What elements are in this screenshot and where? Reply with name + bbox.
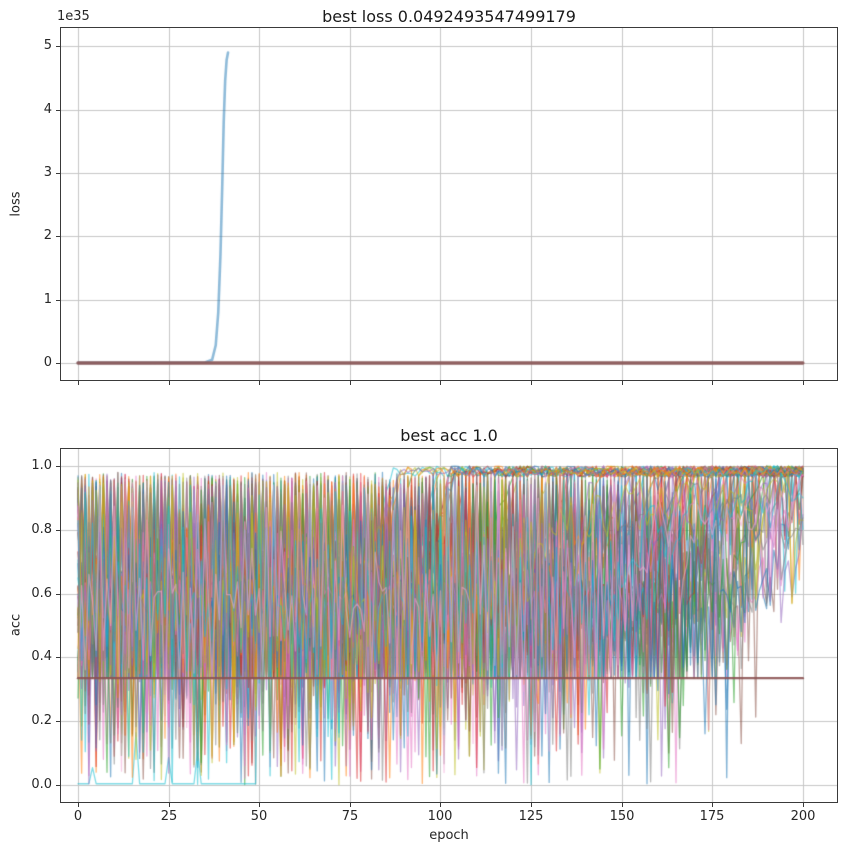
acc-plot-area: [60, 448, 838, 803]
acc-x-tick-label: 75: [341, 809, 359, 824]
acc-x-tick-label: 25: [160, 809, 178, 824]
loss-y-axis-label: loss: [8, 191, 24, 217]
acc-x-tick-label: 175: [699, 809, 725, 824]
x-tick-mark: [803, 381, 804, 385]
y-tick-mark: [56, 110, 60, 111]
loss-plot-area: [60, 27, 838, 381]
x-tick-mark: [440, 803, 441, 807]
x-tick-mark: [350, 803, 351, 807]
loss-y-tick-label: 5: [43, 38, 52, 53]
acc-x-tick-label: 200: [790, 809, 816, 824]
acc-y-tick-label: 0.0: [31, 777, 52, 792]
y-tick-mark: [56, 236, 60, 237]
loss-y-tick-label: 1: [43, 292, 52, 307]
loss-plot-title: best loss 0.0492493547499179: [322, 7, 576, 26]
acc-x-axis-label: epoch: [429, 828, 469, 843]
y-tick-mark: [56, 785, 60, 786]
acc-x-tick-label: 125: [518, 809, 544, 824]
x-tick-mark: [169, 381, 170, 385]
acc-x-tick-label: 100: [427, 809, 453, 824]
acc-y-tick-label: 1.0: [31, 458, 52, 473]
y-tick-mark: [56, 657, 60, 658]
acc-plot-canvas: [60, 448, 838, 803]
loss-plot-canvas: [60, 27, 838, 381]
y-tick-mark: [56, 46, 60, 47]
x-tick-mark: [803, 803, 804, 807]
x-tick-mark: [712, 381, 713, 385]
loss-y-tick-label: 2: [43, 228, 52, 243]
y-tick-mark: [56, 363, 60, 364]
x-tick-mark: [78, 803, 79, 807]
x-tick-mark: [169, 803, 170, 807]
x-tick-mark: [531, 803, 532, 807]
acc-y-tick-label: 0.4: [31, 649, 52, 664]
y-tick-mark: [56, 594, 60, 595]
x-tick-mark: [78, 381, 79, 385]
x-tick-mark: [622, 381, 623, 385]
y-tick-mark: [56, 173, 60, 174]
loss-y-tick-label: 3: [43, 165, 52, 180]
x-tick-mark: [350, 381, 351, 385]
x-tick-mark: [712, 803, 713, 807]
acc-plot-title: best acc 1.0: [400, 426, 498, 445]
loss-y-tick-label: 4: [43, 102, 52, 117]
x-tick-mark: [259, 381, 260, 385]
y-tick-mark: [56, 466, 60, 467]
y-tick-mark: [56, 721, 60, 722]
acc-y-tick-label: 0.2: [31, 713, 52, 728]
acc-y-tick-label: 0.6: [31, 586, 52, 601]
acc-x-tick-label: 150: [609, 809, 635, 824]
y-tick-mark: [56, 300, 60, 301]
x-tick-mark: [622, 803, 623, 807]
loss-y-offset-label: 1e35: [57, 9, 90, 24]
loss-y-tick-label: 0: [43, 355, 52, 370]
acc-y-axis-label: acc: [8, 613, 24, 637]
acc-x-tick-label: 50: [250, 809, 268, 824]
x-tick-mark: [440, 381, 441, 385]
x-tick-mark: [259, 803, 260, 807]
x-tick-mark: [531, 381, 532, 385]
acc-x-tick-label: 0: [73, 809, 83, 824]
y-tick-mark: [56, 530, 60, 531]
acc-y-tick-label: 0.8: [31, 522, 52, 537]
